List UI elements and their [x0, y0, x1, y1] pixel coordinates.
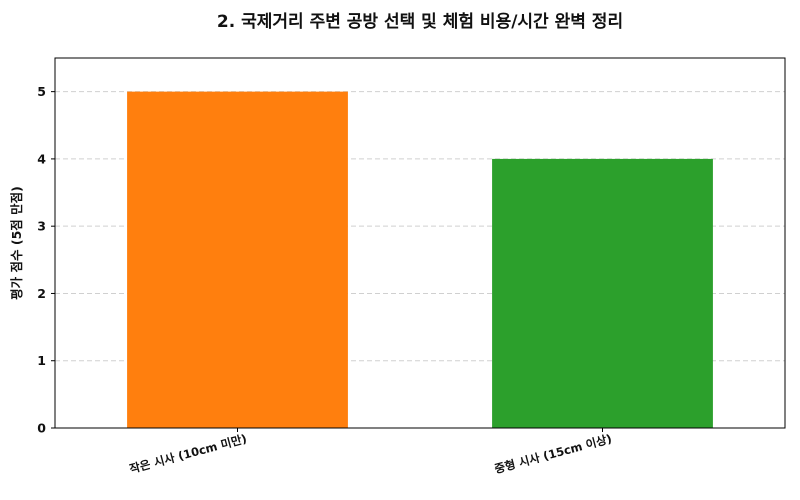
x-axis-ticks: 작은 시사 (10cm 미만) 중형 시사 (15cm 이상): [128, 428, 613, 476]
y-tick-label: 2: [37, 286, 46, 301]
bar-2: [492, 158, 713, 428]
y-axis-ticks: 0 1 2 3 4 5: [37, 84, 55, 436]
y-tick-label: 3: [37, 219, 46, 234]
plot-frame: [54, 57, 786, 429]
y-tick-label: 5: [37, 84, 46, 99]
y-tick-label: 1: [37, 353, 46, 368]
x-tick-label: 작은 시사 (10cm 미만): [128, 431, 248, 476]
bars: [127, 91, 713, 429]
x-tick-label: 중형 시사 (15cm 이상): [493, 431, 613, 476]
y-tick-label: 4: [37, 151, 46, 166]
bar-1: [127, 91, 348, 429]
chart-title: 2. 국제거리 주변 공방 선택 및 체험 비용/시간 완벽 정리: [217, 11, 623, 32]
y-tick-label: 0: [37, 421, 46, 436]
y-axis-label: 평가 점수 (5점 만점): [9, 186, 24, 300]
